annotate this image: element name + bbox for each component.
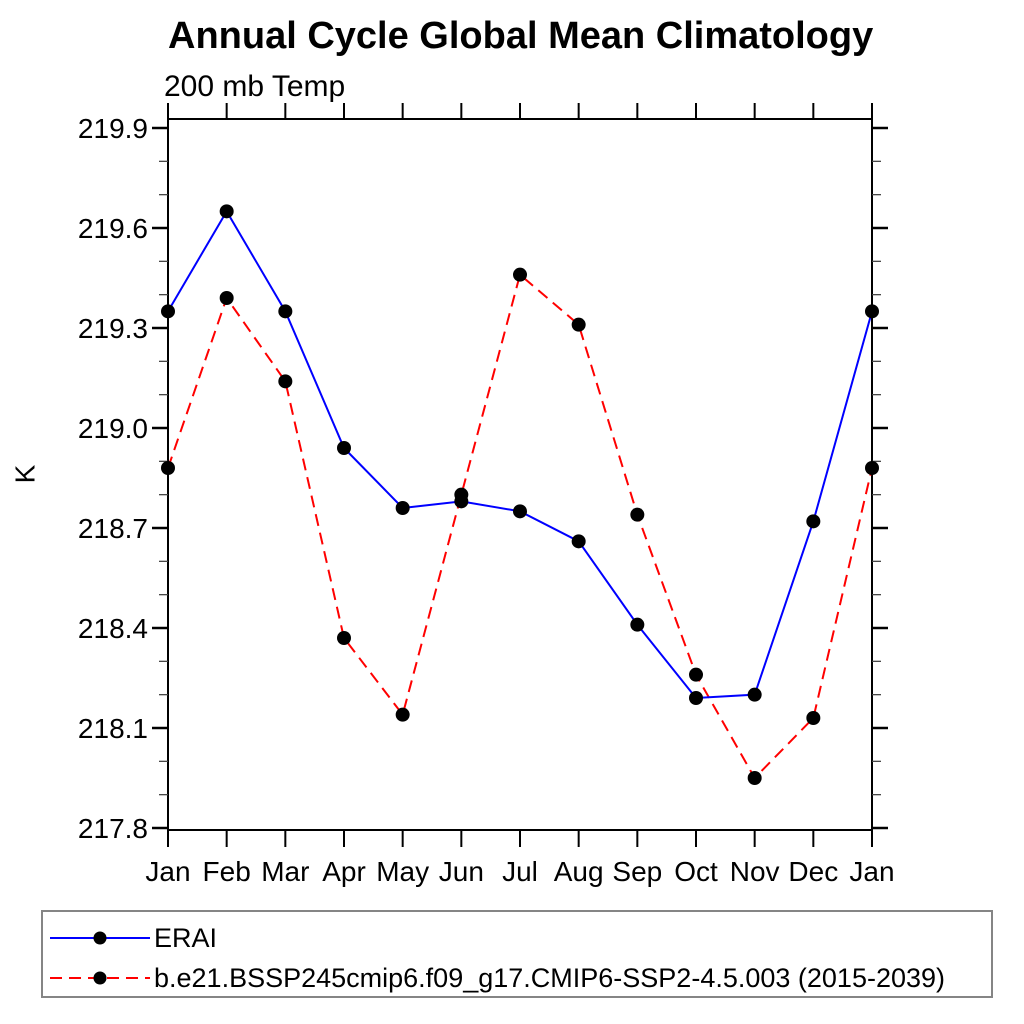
data-point-model — [689, 667, 703, 682]
data-point-model — [161, 461, 175, 475]
chart-title: Annual Cycle Global Mean Climatology — [168, 15, 874, 57]
legend-item-model: b.e21.BSSP245cmip6.f09_g17.CMIP6-SSP2-4.… — [49, 958, 991, 998]
x-tick-label: Dec — [788, 856, 838, 887]
y-tick-label: 219.3 — [78, 313, 148, 344]
y-tick-label: 218.1 — [78, 713, 148, 744]
data-point-erai — [689, 691, 703, 705]
data-point-model — [337, 631, 351, 645]
data-point-erai — [806, 514, 821, 529]
data-point-model — [630, 507, 645, 522]
y-tick-label: 219.9 — [78, 113, 148, 144]
data-point-model — [747, 771, 762, 785]
y-tick-label: 219.0 — [78, 413, 148, 444]
data-point-erai — [395, 501, 410, 515]
erai-line-sample — [50, 931, 150, 945]
x-tick-label: Sep — [612, 856, 662, 887]
plot-frame — [167, 118, 873, 831]
y-tick-label: 219.6 — [78, 213, 148, 244]
data-point-erai — [337, 441, 351, 455]
chart-subtitle: 200 mb Temp — [164, 70, 346, 103]
data-point-model — [513, 267, 527, 282]
data-point-model — [278, 374, 293, 389]
data-point-erai — [865, 304, 879, 319]
y-tick-label: 218.7 — [78, 513, 148, 544]
x-tick-label: Jan — [145, 856, 190, 887]
data-point-erai — [219, 204, 234, 219]
x-tick-label: Jun — [439, 856, 484, 887]
x-tick-label: Aug — [554, 856, 604, 887]
y-tick-label: 217.8 — [78, 813, 148, 844]
model-marker-icon — [93, 971, 107, 985]
x-tick-label: Jan — [849, 856, 894, 887]
data-point-erai — [454, 494, 469, 509]
data-point-model — [219, 291, 234, 305]
x-tick-label: Jul — [502, 856, 538, 887]
x-tick-label: Mar — [261, 856, 309, 887]
erai-marker-icon — [93, 931, 107, 945]
data-point-erai — [747, 687, 762, 702]
data-point-model — [806, 711, 821, 725]
series-line-erai — [167, 209, 873, 700]
y-tick-label: 218.4 — [78, 613, 148, 644]
legend-box: ERAI b.e21.BSSP245cmip6.f09_g17.CMIP6-SS… — [41, 910, 993, 998]
data-point-erai — [571, 534, 586, 549]
data-point-model — [395, 707, 410, 722]
legend-item-erai: ERAI — [49, 918, 991, 958]
model-line-sample — [50, 971, 150, 985]
x-tick-label: May — [376, 856, 429, 887]
x-tick-label: Feb — [203, 856, 251, 887]
data-point-model — [571, 317, 586, 332]
data-point-erai — [161, 304, 175, 319]
data-point-erai — [630, 617, 645, 632]
legend-label-model: b.e21.BSSP245cmip6.f09_g17.CMIP6-SSP2-4.… — [154, 962, 946, 993]
series-line-model — [167, 272, 873, 780]
data-point-erai — [513, 504, 527, 519]
data-point-erai — [278, 304, 293, 319]
x-tick-label: Nov — [730, 856, 780, 887]
x-tick-label: Oct — [674, 856, 718, 887]
x-tick-label: Apr — [322, 856, 366, 887]
legend-label-erai: ERAI — [154, 922, 218, 953]
data-point-model — [865, 461, 879, 475]
